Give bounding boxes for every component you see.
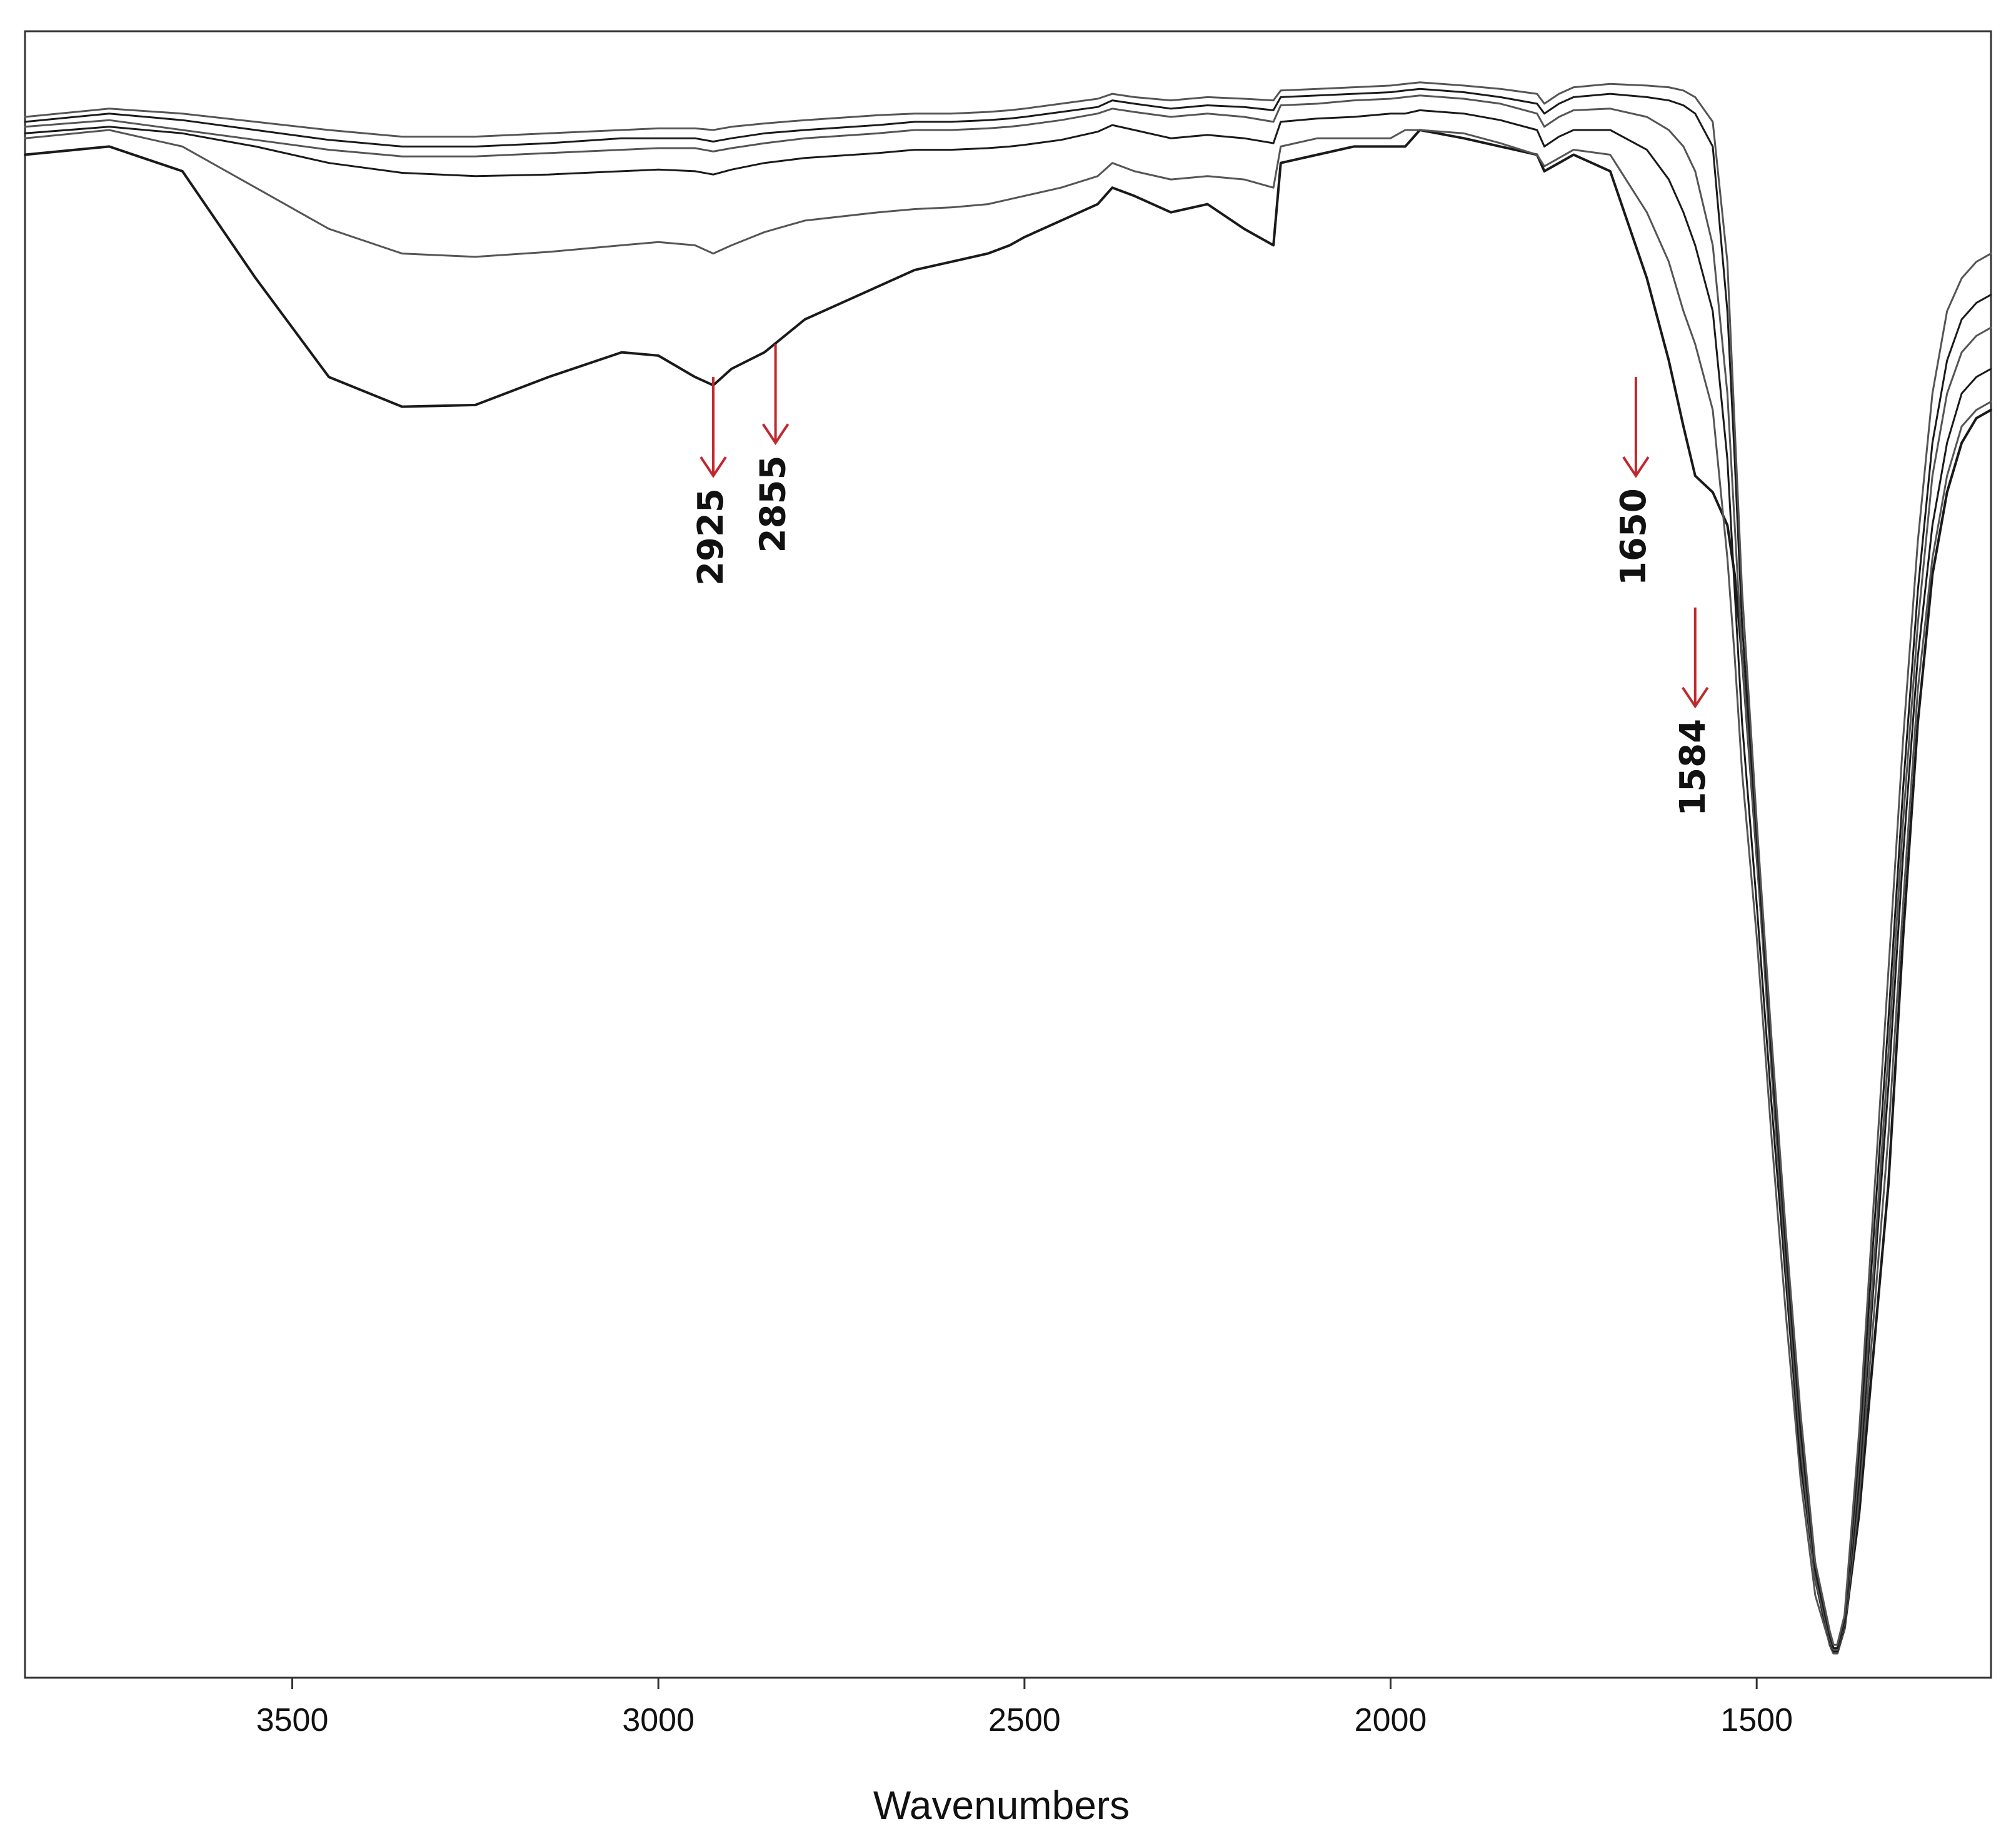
peak-annotation-2925: 2925 — [691, 377, 731, 586]
peak-label-2855: 2855 — [753, 456, 794, 553]
peak-label-1650: 1650 — [1613, 488, 1654, 586]
peak-label-1584: 1584 — [1673, 719, 1713, 816]
spectrum-line-4 — [24, 94, 1992, 1651]
spectrum-line-6 — [24, 81, 1992, 1646]
peak-arrow-head — [700, 456, 727, 478]
peak-label-2925: 2925 — [691, 488, 731, 586]
peak-arrow-head — [1682, 686, 1709, 709]
peak-annotations: 2925 2855 1650 1584 — [691, 344, 1713, 816]
peak-annotation-1650: 1650 — [1613, 377, 1654, 586]
spectrum-line-2 — [24, 129, 1992, 1654]
peak-arrow-head — [761, 423, 790, 446]
spectrum-line-3 — [24, 109, 1992, 1653]
x-tick-label: 2500 — [988, 1702, 1061, 1738]
spectra-group — [24, 81, 1992, 1655]
x-axis-ticks: 3500 3000 2500 2000 1500 — [256, 1678, 1793, 1738]
plot-frame — [24, 30, 1992, 1679]
x-tick-label: 3000 — [622, 1702, 695, 1738]
peak-annotation-1584: 1584 — [1673, 607, 1713, 816]
peak-annotation-2855: 2855 — [753, 344, 794, 553]
peak-arrow-head — [1622, 456, 1650, 478]
x-axis-title: Wavenumbers — [873, 1783, 1130, 1828]
x-tick-label: 3500 — [256, 1702, 329, 1738]
x-tick-label: 2000 — [1355, 1702, 1427, 1738]
x-tick-label: 1500 — [1720, 1702, 1793, 1738]
spectrum-line-5 — [24, 88, 1992, 1650]
